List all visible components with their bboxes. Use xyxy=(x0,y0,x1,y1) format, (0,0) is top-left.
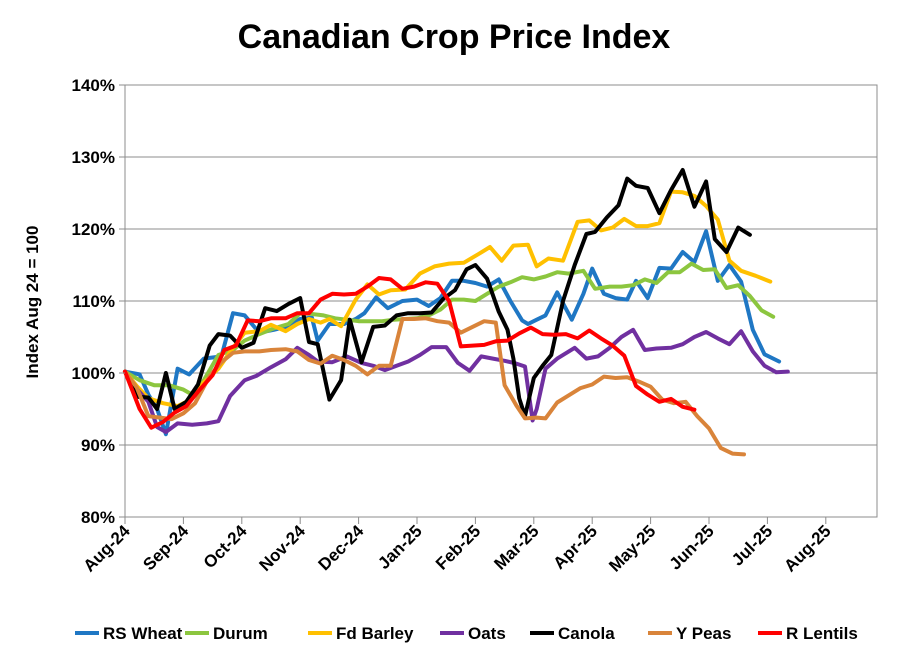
x-tick-label: Nov-24 xyxy=(256,521,310,575)
x-tick-label: Aug-24 xyxy=(80,521,135,576)
x-tick-label: May-25 xyxy=(605,521,659,575)
legend-label: Durum xyxy=(213,624,268,643)
y-tick-label: 80% xyxy=(81,508,115,527)
series-line-durum xyxy=(123,261,776,397)
x-tick-label: Dec-24 xyxy=(315,521,368,574)
legend-label: RS Wheat xyxy=(103,624,183,643)
legend: RS Wheat Durum Fd Barley Oats Canola Y Peas R … xyxy=(75,624,858,643)
x-tick-label: Oct-24 xyxy=(200,521,251,572)
chart-title: Canadian Crop Price Index xyxy=(238,18,671,56)
x-tick-label: Jun-25 xyxy=(666,521,718,573)
x-tick-label: Mar-25 xyxy=(490,521,542,573)
series-lines xyxy=(123,168,790,457)
y-tick-label: 130% xyxy=(72,148,115,167)
y-tick-label: 110% xyxy=(72,292,115,311)
y-tick-label: 90% xyxy=(81,436,115,455)
gridlines xyxy=(124,84,878,518)
y-axis-title: Index Aug 24 = 100 xyxy=(23,226,42,379)
legend-label: Y Peas xyxy=(676,624,731,643)
legend-label: Canola xyxy=(558,624,615,643)
x-tick-label: Jul-25 xyxy=(728,521,776,569)
series-line-oats xyxy=(123,327,790,434)
x-tick-label: Apr-25 xyxy=(550,521,602,573)
x-tick-label: Jan-25 xyxy=(374,521,426,573)
y-tick-label: 140% xyxy=(72,76,115,95)
x-tick-label: Feb-25 xyxy=(432,521,484,573)
y-tick-label: 100% xyxy=(72,364,115,383)
series-line-canola xyxy=(123,168,752,419)
legend-label: R Lentils xyxy=(786,624,858,643)
legend-label: Fd Barley xyxy=(336,624,414,643)
x-tick-label: Sep-24 xyxy=(139,521,192,574)
series-line-y-peas xyxy=(123,316,746,457)
series-line-rs-wheat xyxy=(123,229,782,437)
x-tick-label: Aug-25 xyxy=(780,521,834,575)
series-line-r-lentils xyxy=(123,276,697,430)
y-tick-label: 120% xyxy=(72,220,115,239)
legend-label: Oats xyxy=(468,624,506,643)
